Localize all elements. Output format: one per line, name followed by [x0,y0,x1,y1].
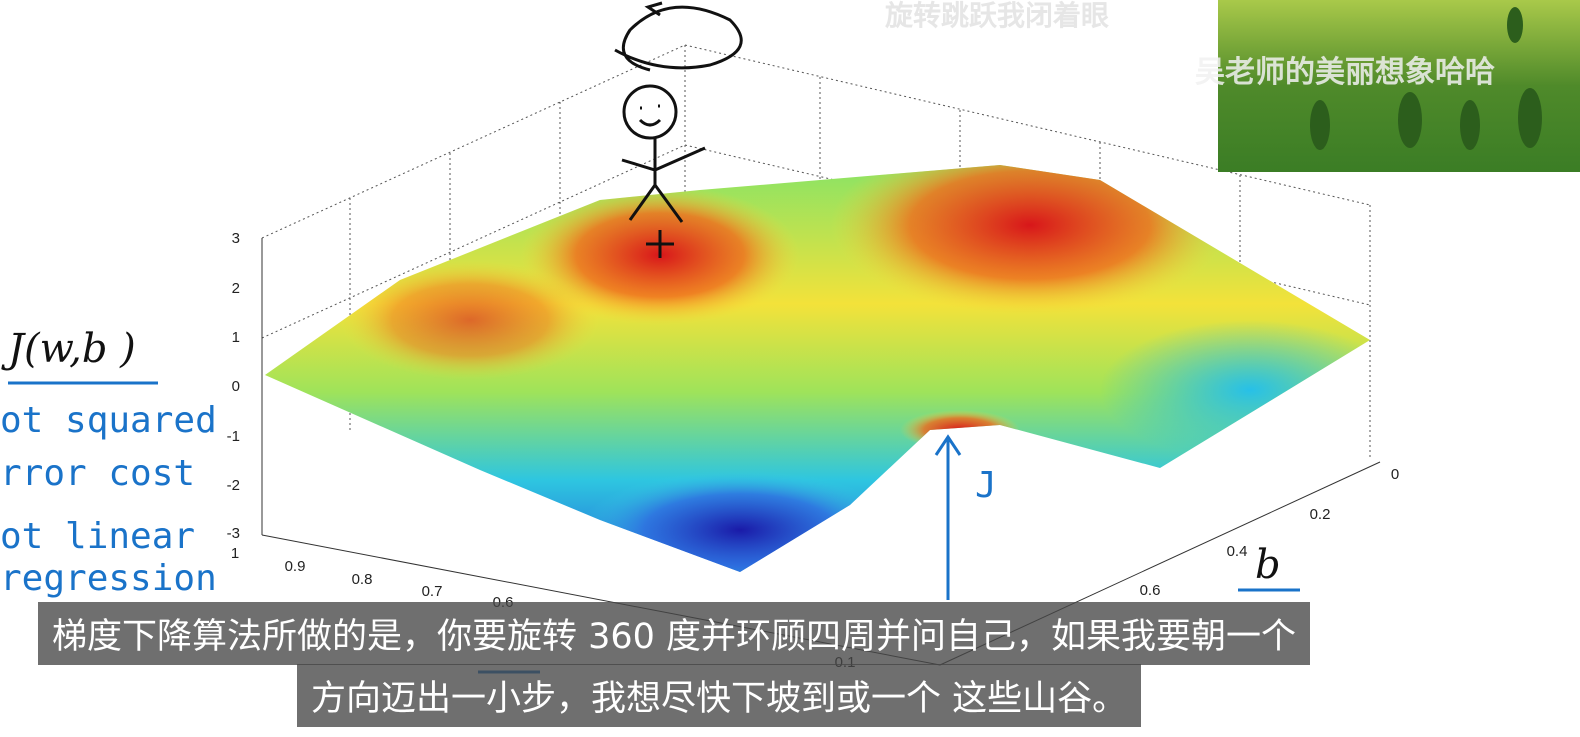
note: ot squared [0,400,217,441]
z-tick-label: 0 [232,378,240,395]
z-tick-label: -2 [227,477,240,494]
b-tick-label: 0 [1391,466,1399,483]
note: regression [0,558,217,599]
w-tick-label: 0.8 [352,571,373,588]
b-tick-label: 0.2 [1310,506,1331,523]
subtitle: 梯度下降算法所做的是，你要旋转 360 度并环顾四周并问自己，如果我要朝一个 [38,602,1311,665]
trees [1310,7,1542,150]
z-tick-label: -1 [227,428,240,445]
z-tick-label: -3 [227,525,240,542]
watermark: 吴老师的美丽想象哈哈 [1195,55,1495,90]
z-tick-label: 2 [232,280,240,297]
arrow [934,434,962,600]
w-tick-label: 1 [231,545,239,562]
note: rror cost [0,453,195,494]
subtitle: 方向迈出一小步，我想尽快下坡到或一个 这些山谷。 [297,664,1142,727]
z-tick-label: 1 [232,329,240,346]
axis-label: b [1255,542,1281,588]
danmaku: 旋转跳跃我闭着眼 [885,0,1109,32]
stick-figure [614,1,743,258]
cost-surface [265,165,1370,572]
note: ot linear [0,516,195,557]
cost-label: J(w,b ) [1,326,136,372]
b-tick-label: 0.6 [1140,582,1161,599]
point-label: J [975,465,997,506]
w-tick-label: 0.9 [285,558,306,575]
z-tick-label: 3 [232,230,240,247]
b-tick-label: 0.4 [1227,543,1248,560]
w-tick-label: 0.7 [422,583,443,600]
